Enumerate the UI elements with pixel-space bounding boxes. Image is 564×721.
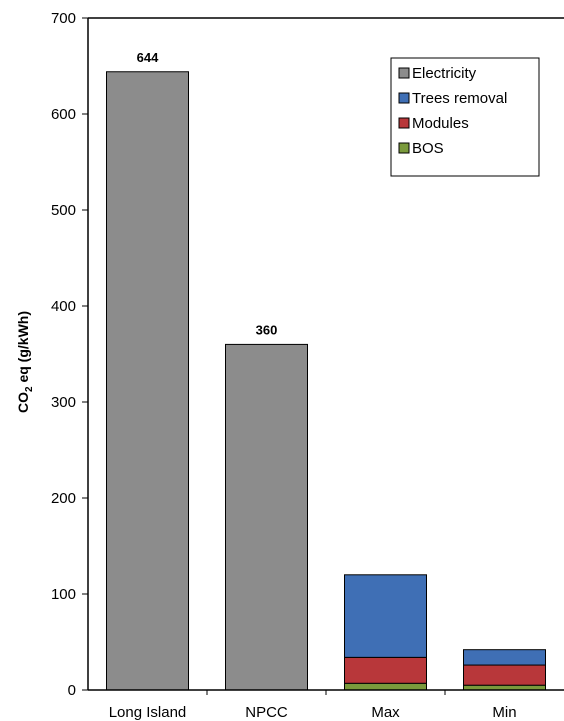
bar-trees-removal-max [344, 574, 427, 658]
legend-swatch-modules [398, 117, 410, 129]
legend-label-modules: Modules [412, 115, 469, 132]
y-axis-label: CO2 eq (g/kWh) [15, 311, 35, 413]
data-label-npcc: 360 [256, 322, 278, 337]
bar-modules-min [463, 664, 546, 686]
y-tick-label-600: 600 [51, 106, 76, 123]
y-tick-label-500: 500 [51, 202, 76, 219]
legend-swatch-electricity [398, 67, 410, 79]
legend-swatch-bos [398, 142, 410, 154]
x-tick-label-npcc: NPCC [245, 704, 288, 721]
x-tick-label-long-island: Long Island [109, 704, 187, 721]
y-axis-label-subscript: 2 [24, 386, 35, 392]
data-label-long-island: 644 [137, 50, 159, 65]
bar-modules-max [344, 656, 427, 684]
legend-swatch-trees-removal [398, 92, 410, 104]
y-tick-label-0: 0 [68, 682, 76, 699]
bar-bos-max [344, 682, 427, 691]
y-tick-label-400: 400 [51, 298, 76, 315]
y-tick-label-100: 100 [51, 586, 76, 603]
legend-box [390, 57, 540, 177]
y-tick-label-300: 300 [51, 394, 76, 411]
legend-label-trees-removal: Trees removal [412, 90, 507, 107]
legend-label-bos: BOS [412, 140, 444, 157]
y-tick-label-700: 700 [51, 10, 76, 27]
bar-trees-removal-min [463, 649, 546, 666]
x-tick-label-min: Min [492, 704, 516, 721]
legend: Electricity Trees removal Modules BOS [390, 57, 540, 177]
legend-label-electricity: Electricity [412, 65, 477, 82]
bar-electricity-long-island [106, 71, 189, 691]
x-tick-label-max: Max [371, 704, 400, 721]
bar-electricity-npcc [225, 343, 308, 691]
axes-layer: 0 100 200 300 400 500 600 700 [51, 10, 564, 699]
labels-layer: 644 Long Island 360 NPCC Max Min [109, 50, 517, 721]
y-tick-label-200: 200 [51, 490, 76, 507]
bars-layer [106, 71, 546, 691]
